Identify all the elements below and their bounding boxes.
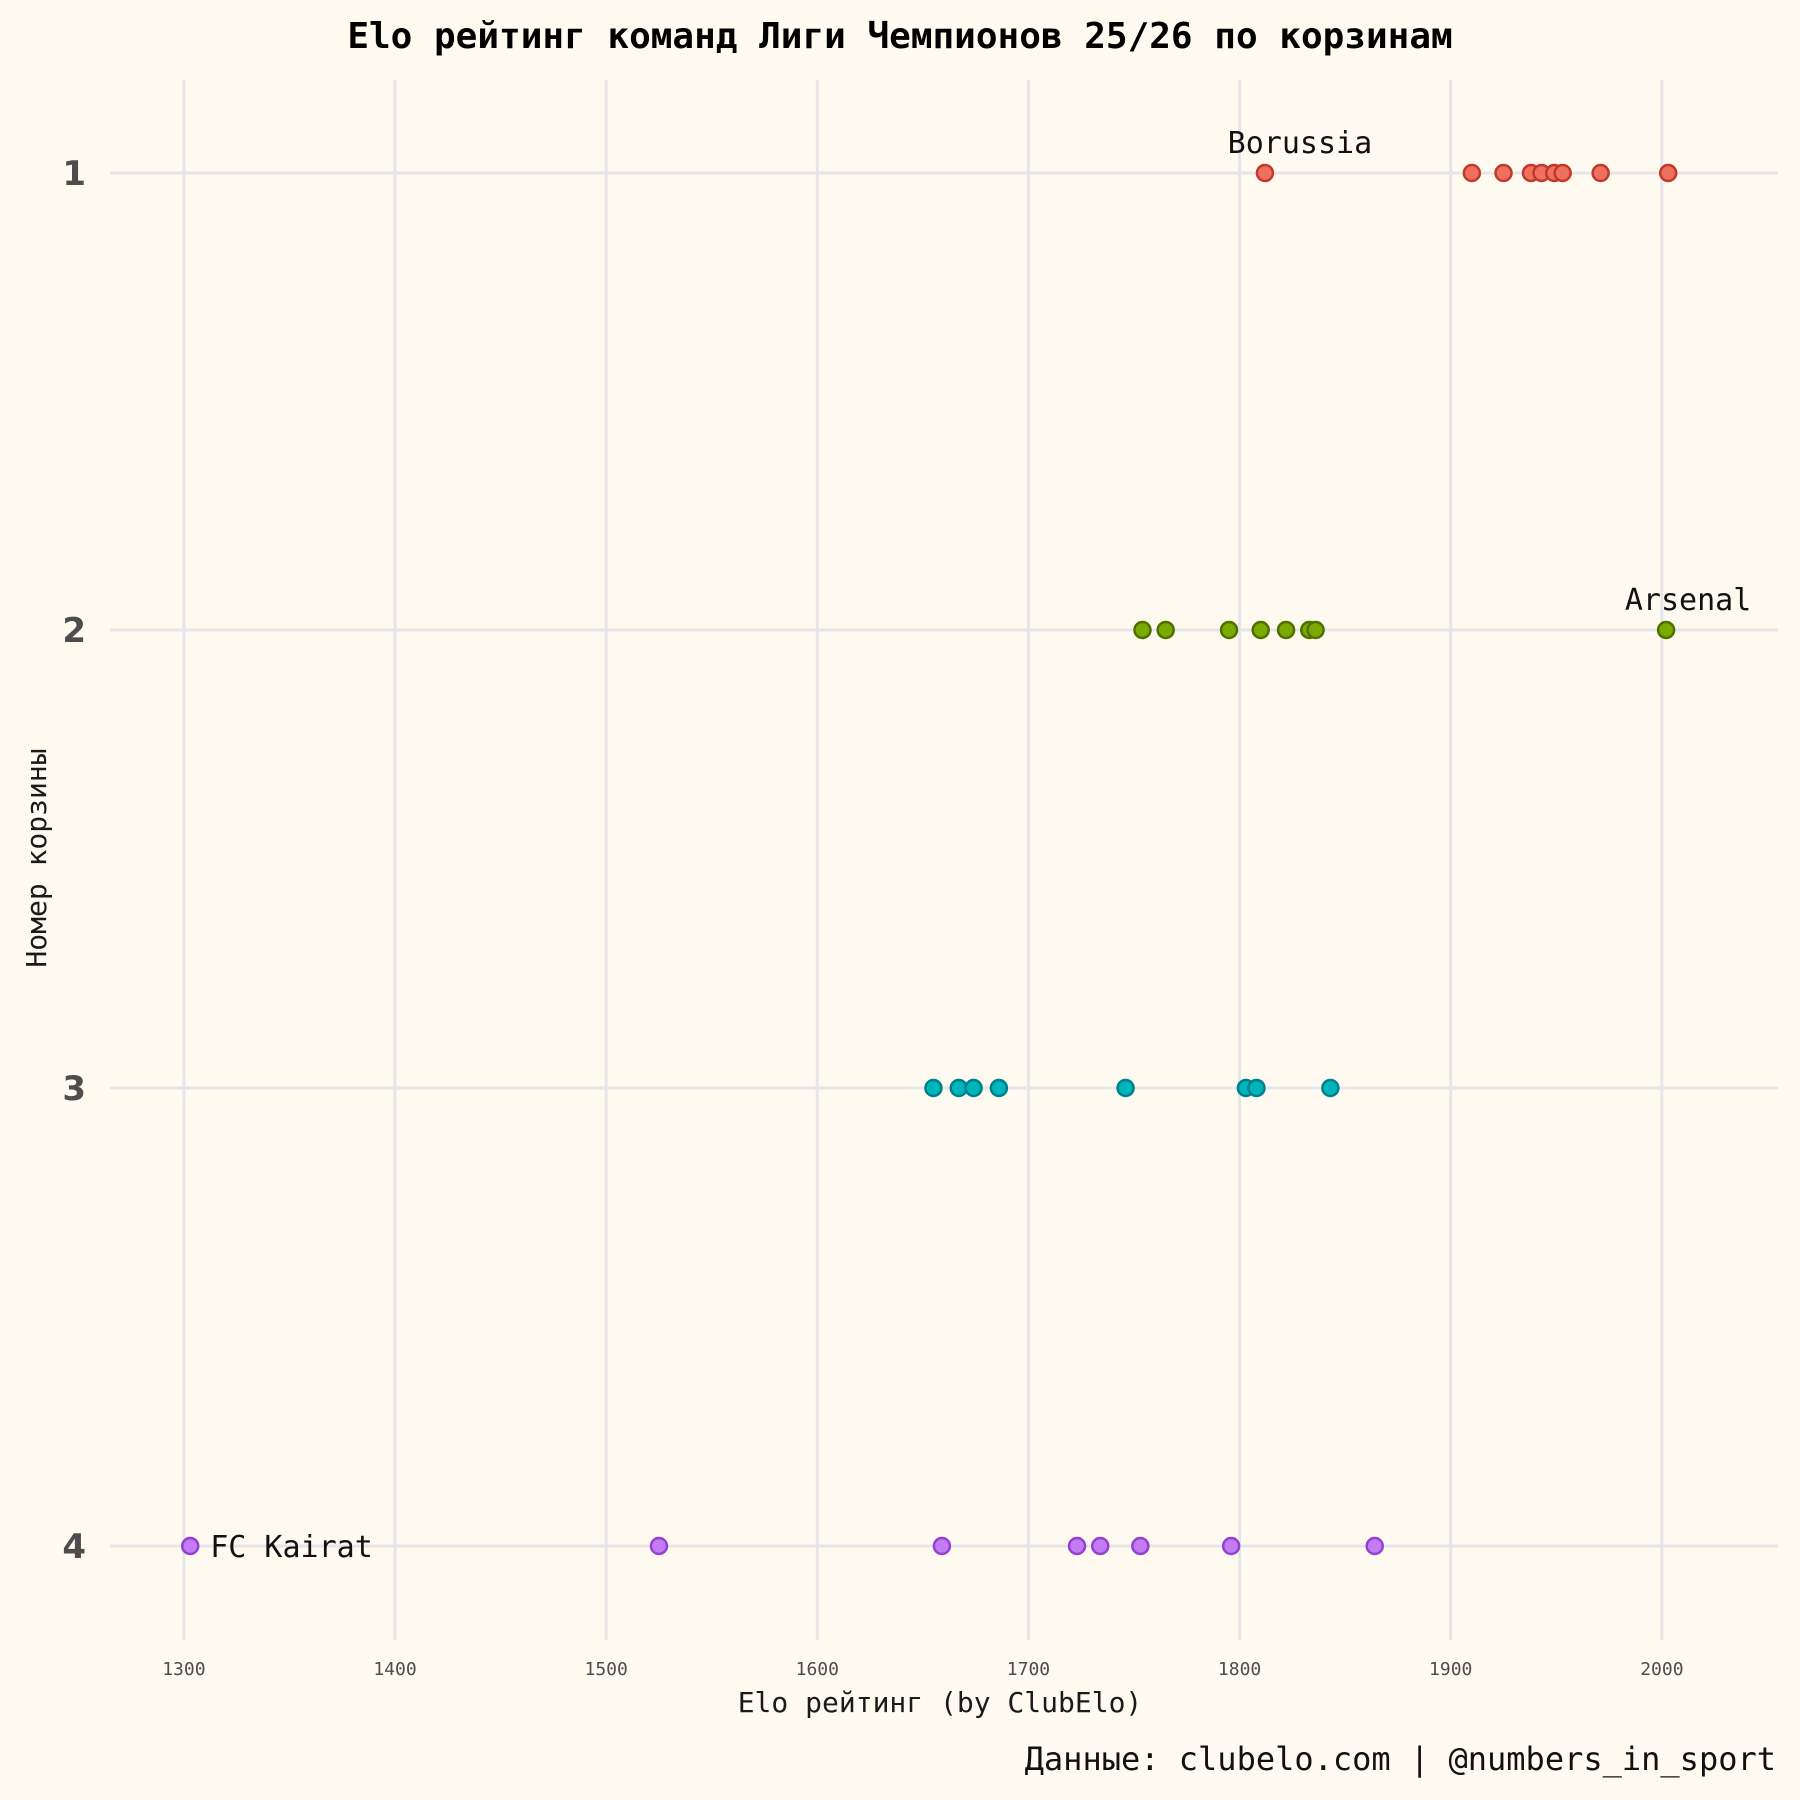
pot-3-point	[989, 1078, 1009, 1098]
x-tick-label: 1700	[1007, 1659, 1050, 1680]
pot-3-point	[924, 1078, 943, 1098]
pot-1-point	[1591, 163, 1610, 183]
pot-1-point	[1494, 163, 1513, 183]
annotation-label: Borussia	[1228, 126, 1373, 161]
x-tick-label: 2000	[1640, 1659, 1683, 1680]
pot-4-point	[1090, 1536, 1110, 1556]
y-tick-label: 1	[62, 154, 86, 194]
y-axis-label: Номер корзины	[20, 748, 53, 967]
pot-2-point	[1156, 620, 1175, 640]
pot-4-point	[932, 1536, 952, 1556]
pot-3-point	[1321, 1078, 1340, 1098]
pot-2-point	[1133, 620, 1152, 640]
chart-title: Elo рейтинг команд Лиги Чемпионов 25/26 …	[347, 16, 1452, 57]
pot-4-point	[1131, 1536, 1150, 1556]
pot-2-point	[1219, 620, 1239, 640]
pot-1-point	[1462, 163, 1482, 183]
pot-3-point	[964, 1078, 983, 1098]
x-tick-label: 1800	[1218, 1659, 1261, 1680]
pot-4-point	[1221, 1536, 1241, 1556]
y-tick-label: 4	[62, 1527, 86, 1567]
pot-1-point	[1553, 163, 1572, 183]
pot-2-point	[1656, 620, 1676, 640]
pot-4-point	[180, 1536, 200, 1556]
x-tick-label: 1500	[584, 1659, 627, 1680]
points	[180, 163, 1678, 1556]
annotation-label: FC Kairat	[210, 1530, 373, 1565]
caption: Данные: clubelo.com | @numbers_in_sport	[1025, 1740, 1776, 1778]
pot-3-point	[1116, 1078, 1135, 1098]
x-tick-label: 1400	[373, 1659, 416, 1680]
pot-4-point	[1067, 1536, 1087, 1556]
pot-1-point	[1658, 163, 1678, 183]
grid	[110, 80, 1778, 1640]
pot-4-point	[1365, 1536, 1384, 1556]
pot-4-point	[649, 1536, 669, 1556]
pot-2-point	[1276, 620, 1296, 640]
pot-3-point	[1247, 1078, 1266, 1098]
pot-2-point	[1251, 620, 1270, 640]
x-tick-label: 1300	[162, 1659, 205, 1680]
y-tick-label: 3	[62, 1069, 86, 1109]
pot-1-point	[1255, 163, 1275, 183]
annotation-label: Arsenal	[1625, 583, 1751, 618]
x-axis-label: Elo рейтинг (by ClubElo)	[738, 1686, 1143, 1719]
y-tick-label: 2	[62, 611, 86, 651]
labels: 1300 1400 1500 1600 1700 1800 1900 2000 1 2 3 4 Boru…	[62, 126, 1751, 1680]
x-tick-label: 1600	[796, 1659, 839, 1680]
pot-2-point	[1306, 620, 1325, 640]
x-tick-label: 1900	[1429, 1659, 1472, 1680]
